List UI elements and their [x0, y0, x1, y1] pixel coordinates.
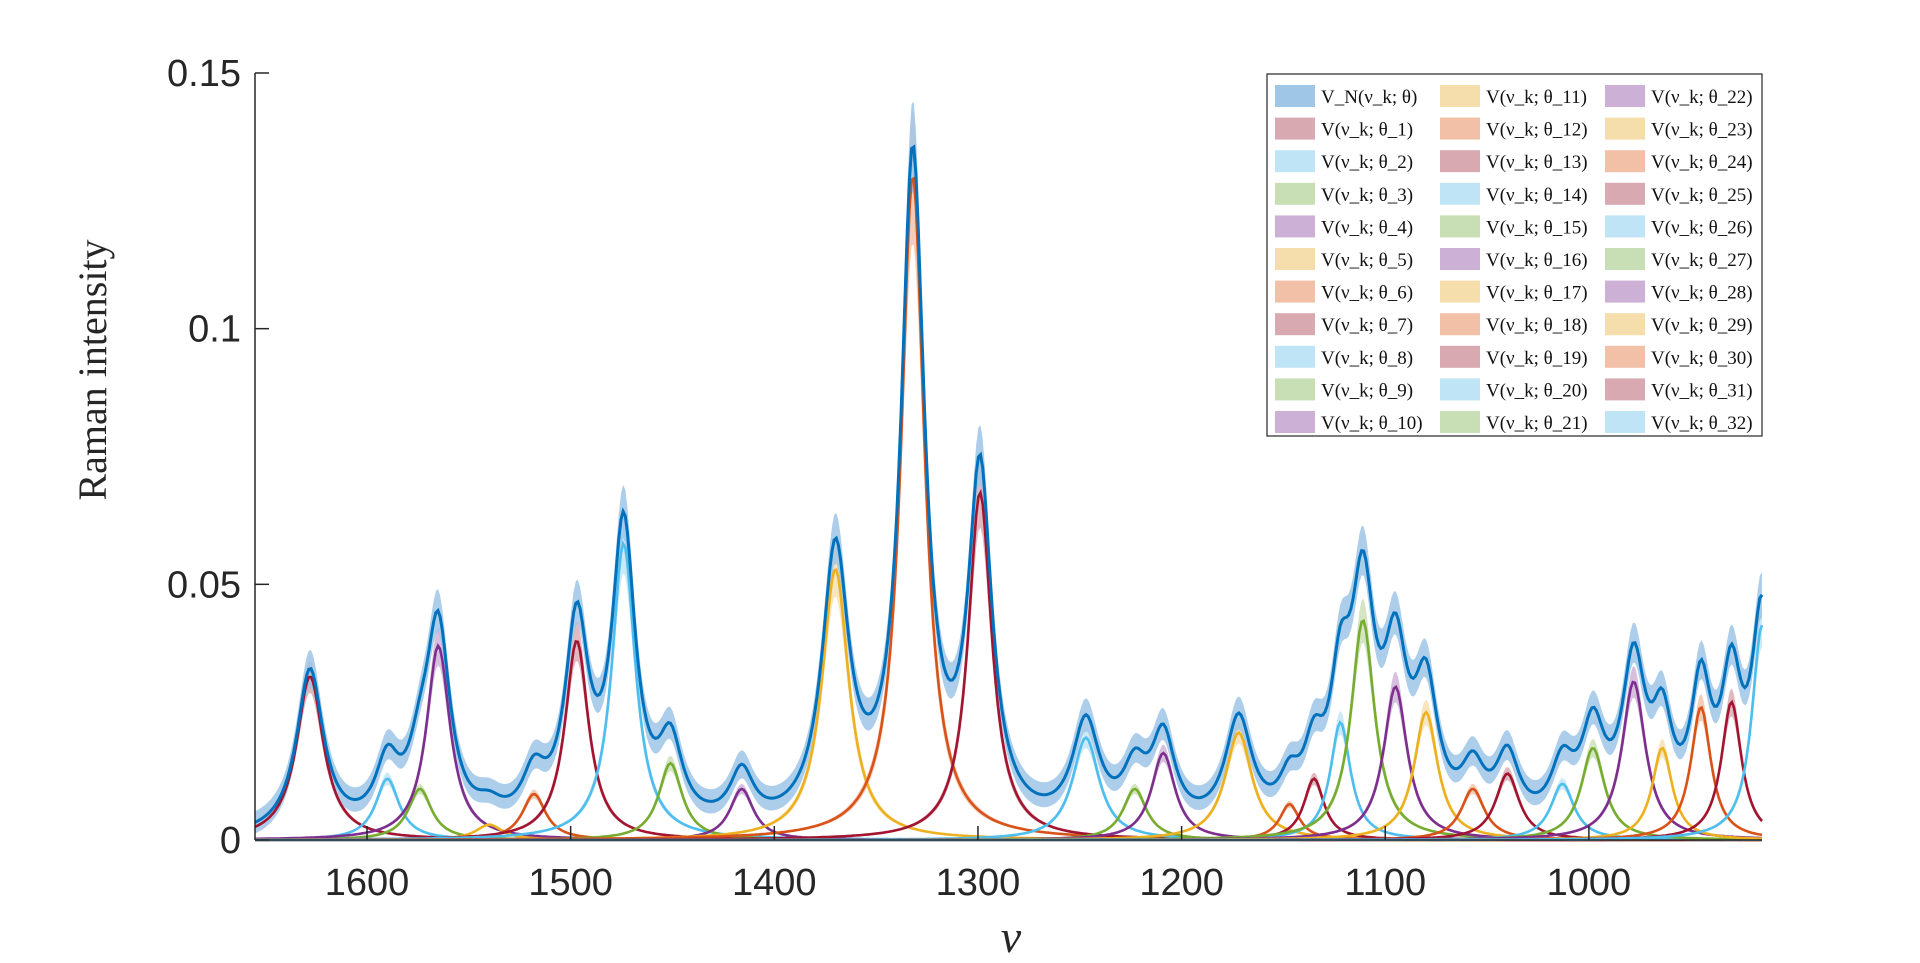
component-band-13	[255, 458, 1762, 840]
legend-swatch	[1605, 411, 1645, 433]
legend-label: V(ν_k; θ_29)	[1651, 315, 1753, 336]
axes: 0 0.05 0.1 0.15 1600 1500 1400 1300 1200 1100 1000	[167, 53, 1762, 904]
legend-label: V(ν_k; θ_25)	[1651, 185, 1753, 206]
legend-label: V(ν_k; θ_26)	[1651, 217, 1753, 238]
y-tick-label: 0	[220, 820, 241, 862]
legend-swatch	[1275, 215, 1315, 238]
legend-label: V(ν_k; θ_8)	[1321, 348, 1413, 369]
legend-label: V(ν_k; θ_32)	[1651, 413, 1753, 434]
total-band	[255, 102, 1762, 834]
legend-label: V(ν_k; θ_7)	[1321, 315, 1413, 336]
legend-box	[1266, 73, 1763, 437]
legend-swatch	[1275, 117, 1315, 140]
legend-label: V(ν_k; θ_18)	[1486, 315, 1588, 336]
legend-swatch	[1275, 248, 1315, 270]
x-axis-label: ν	[1001, 911, 1022, 962]
total-curve	[254, 144, 1764, 824]
legend-label: V(ν_k; θ_2)	[1321, 152, 1413, 173]
legend-swatch	[1440, 411, 1480, 433]
legend-swatch	[1605, 85, 1645, 107]
legend-swatch	[1275, 313, 1315, 336]
x-tick-label: 1100	[1344, 862, 1426, 904]
legend-label: V(ν_k; θ_24)	[1651, 152, 1753, 173]
legend-swatch	[1605, 378, 1645, 401]
legend-label: V(ν_k; θ_16)	[1486, 250, 1588, 271]
legend-label: V(ν_k; θ_13)	[1486, 152, 1588, 173]
legend-swatch	[1275, 182, 1315, 205]
x-tick-label: 1300	[936, 862, 1021, 904]
legend-label: V(ν_k; θ_6)	[1321, 283, 1413, 304]
legend-label: V(ν_k; θ_28)	[1651, 283, 1753, 304]
legend-swatch	[1440, 248, 1480, 270]
legend-swatch	[1440, 215, 1480, 238]
legend-label: V(ν_k; θ_20)	[1486, 380, 1588, 401]
legend-swatch	[1605, 150, 1645, 173]
legend-label: V(ν_k; θ_3)	[1321, 185, 1413, 206]
x-tick-label: 1000	[1547, 862, 1632, 904]
y-tick-label: 0.05	[167, 564, 241, 606]
legend-swatch	[1440, 313, 1480, 336]
legend-swatch	[1605, 215, 1645, 238]
legend-label: V(ν_k; θ_12)	[1486, 120, 1588, 141]
legend-label: V(ν_k; θ_15)	[1486, 217, 1588, 238]
legend-swatch	[1275, 85, 1315, 107]
legend: V_N(ν_k; θ) V(ν_k; θ_1) V(ν_k; θ_2) V(ν_k; …	[1266, 73, 1763, 437]
y-axis-label: Raman intensity	[70, 239, 115, 500]
legend-swatch	[1440, 85, 1480, 107]
legend-label: V(ν_k; θ_22)	[1651, 87, 1753, 108]
legend-swatch	[1605, 117, 1645, 140]
legend-label: V(ν_k; θ_31)	[1651, 380, 1753, 401]
legend-label: V(ν_k; θ_19)	[1486, 348, 1588, 369]
legend-label: V(ν_k; θ_21)	[1486, 413, 1588, 434]
legend-swatch	[1275, 345, 1315, 368]
x-tick-label: 1500	[528, 862, 613, 904]
legend-swatch	[1275, 150, 1315, 173]
legend-label: V(ν_k; θ_11)	[1486, 87, 1587, 108]
legend-label: V(ν_k; θ_23)	[1651, 120, 1753, 141]
legend-label: V(ν_k; θ_1)	[1321, 120, 1413, 141]
legend-label: V_N(ν_k; θ)	[1321, 87, 1417, 108]
legend-label: V(ν_k; θ_9)	[1321, 380, 1413, 401]
legend-label: V(ν_k; θ_17)	[1486, 283, 1588, 304]
legend-swatch	[1440, 150, 1480, 173]
legend-swatch	[1440, 117, 1480, 140]
legend-label: V(ν_k; θ_10)	[1321, 413, 1423, 434]
legend-label: V(ν_k; θ_14)	[1486, 185, 1588, 206]
legend-swatch	[1440, 182, 1480, 205]
y-tick-label: 0.1	[188, 309, 241, 351]
component-curve-22	[255, 684, 1762, 842]
x-tick-label: 1200	[1139, 862, 1224, 904]
legend-swatch	[1605, 248, 1645, 270]
legend-swatch	[1440, 378, 1480, 401]
legend-swatch	[1605, 280, 1645, 303]
legend-swatch	[1440, 345, 1480, 368]
legend-swatch	[1275, 411, 1315, 433]
legend-swatch	[1440, 280, 1480, 303]
legend-label: V(ν_k; θ_30)	[1651, 348, 1753, 369]
legend-swatch	[1605, 313, 1645, 336]
legend-swatch	[1275, 280, 1315, 303]
total-curve-line	[254, 144, 1764, 824]
component-curve-28	[255, 680, 1763, 842]
y-tick-label: 0.15	[167, 53, 241, 95]
legend-swatch	[1605, 345, 1645, 368]
x-tick-label: 1600	[325, 862, 410, 904]
x-tick-label: 1400	[732, 862, 817, 904]
legend-swatch	[1605, 182, 1645, 205]
legend-label: V(ν_k; θ_5)	[1321, 250, 1413, 271]
legend-label: V(ν_k; θ_27)	[1651, 250, 1753, 271]
legend-label: V(ν_k; θ_4)	[1321, 217, 1413, 238]
legend-swatch	[1275, 378, 1315, 401]
